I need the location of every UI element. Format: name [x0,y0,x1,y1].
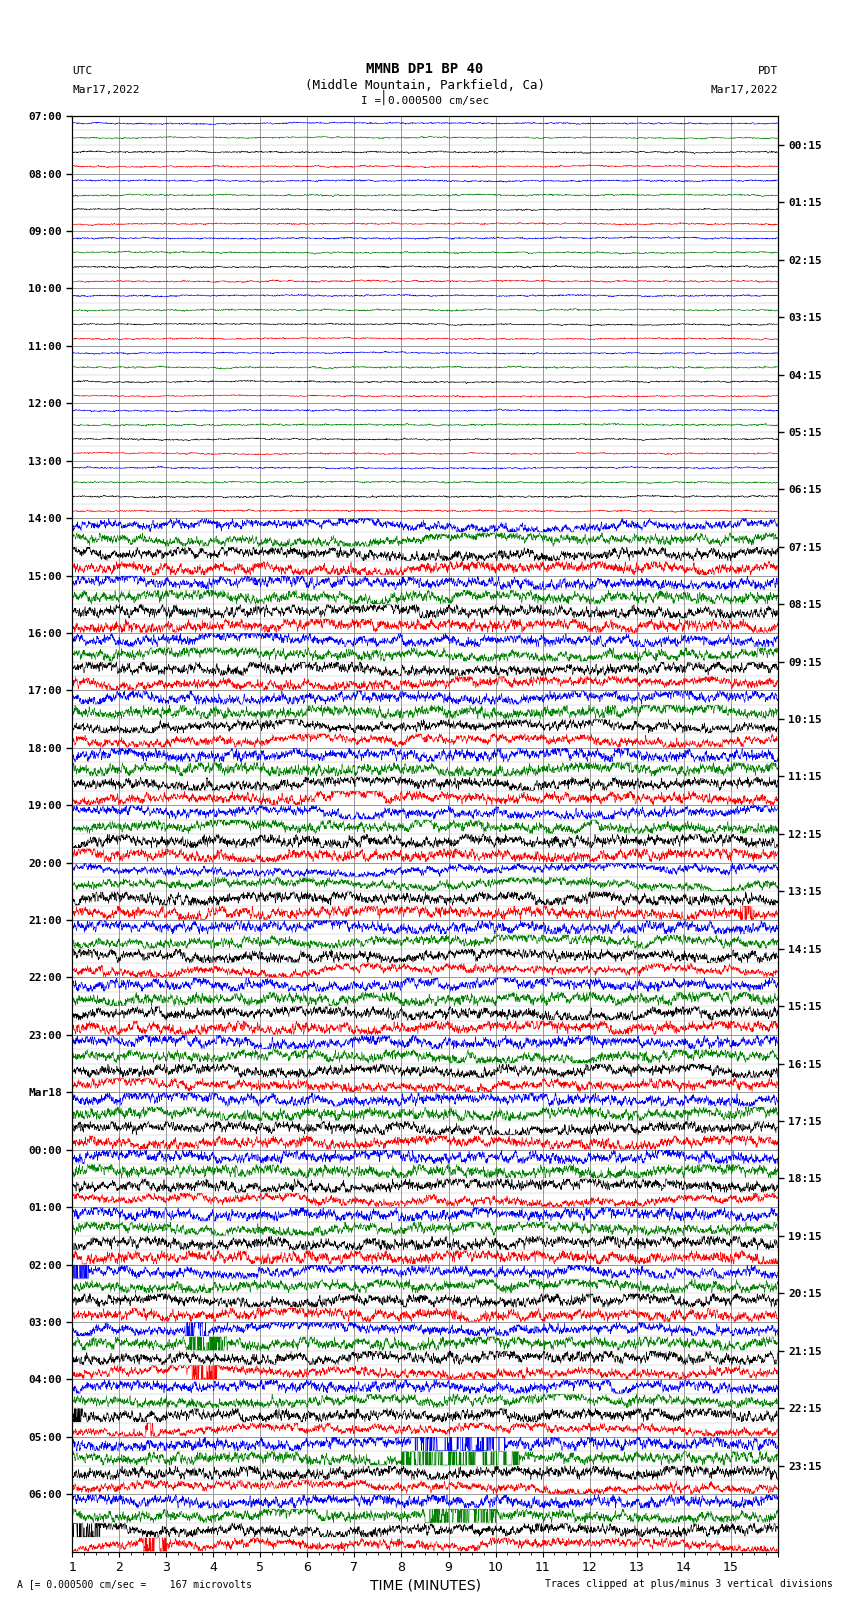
Text: A [= 0.000500 cm/sec =    167 microvolts: A [= 0.000500 cm/sec = 167 microvolts [17,1579,252,1589]
X-axis label: TIME (MINUTES): TIME (MINUTES) [370,1579,480,1592]
Text: Mar17,2022: Mar17,2022 [72,85,139,95]
Text: Mar17,2022: Mar17,2022 [711,85,778,95]
Text: (Middle Mountain, Parkfield, Ca): (Middle Mountain, Parkfield, Ca) [305,79,545,92]
Text: PDT: PDT [757,66,778,76]
Text: Traces clipped at plus/minus 3 vertical divisions: Traces clipped at plus/minus 3 vertical … [545,1579,833,1589]
Text: │: │ [379,89,387,105]
Text: MMNB DP1 BP 40: MMNB DP1 BP 40 [366,61,484,76]
Text: UTC: UTC [72,66,93,76]
Text: I = 0.000500 cm/sec: I = 0.000500 cm/sec [361,97,489,106]
